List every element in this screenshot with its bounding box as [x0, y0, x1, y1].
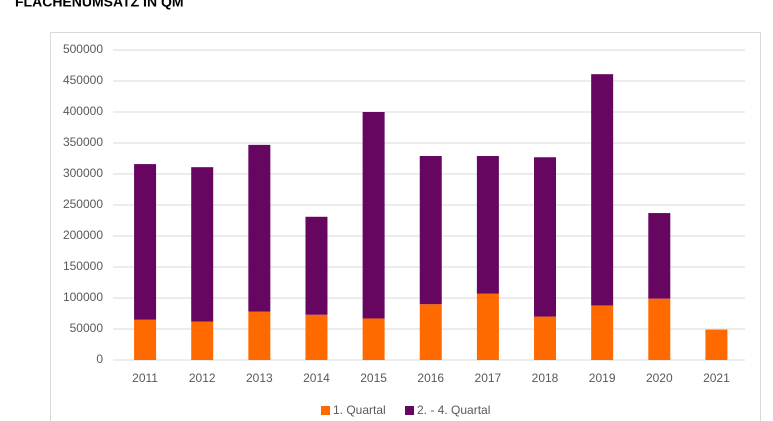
bar-segment [705, 329, 728, 360]
x-tick-label: 2015 [360, 371, 387, 385]
x-tick-label: 2014 [303, 371, 330, 385]
legend-label: 2. - 4. Quartal [417, 403, 490, 417]
x-tick-label: 2019 [589, 371, 616, 385]
bar-segment [248, 144, 271, 312]
x-tick-label: 2017 [475, 371, 502, 385]
bar-segment [248, 311, 271, 360]
legend-swatch [405, 406, 414, 415]
bar-segment [534, 316, 557, 360]
bar-segment [476, 293, 499, 360]
legend-swatch [321, 406, 330, 415]
x-tick-label: 2013 [246, 371, 273, 385]
bar-segment [305, 314, 328, 360]
bar-segment [134, 319, 157, 360]
y-tick-label: 200000 [63, 228, 103, 242]
bar-segment [191, 167, 214, 322]
legend-label: 1. Quartal [333, 403, 386, 417]
x-tick-label: 2016 [417, 371, 444, 385]
x-tick-label: 2011 [132, 371, 158, 385]
y-tick-label: 350000 [63, 135, 103, 149]
bar-segment [648, 213, 671, 299]
y-tick-label: 500000 [63, 42, 103, 56]
bar-segment [191, 321, 214, 360]
y-tick-label: 450000 [63, 73, 103, 87]
y-tick-label: 50000 [70, 321, 104, 335]
y-tick-label: 100000 [63, 290, 103, 304]
bar-segment [591, 74, 614, 306]
x-tick-label: 2012 [189, 371, 216, 385]
x-tick-label: 2018 [532, 371, 559, 385]
bar-segment [534, 157, 557, 317]
y-tick-label: 150000 [63, 259, 103, 273]
x-tick-label: 2021 [703, 371, 730, 385]
bar-segment [476, 156, 499, 294]
y-tick-label: 400000 [63, 104, 103, 118]
bar-segment [419, 156, 442, 305]
bar-segment [362, 318, 385, 360]
x-tick-label: 2020 [646, 371, 673, 385]
bar-segment [648, 298, 671, 360]
y-tick-label: 0 [96, 352, 103, 366]
bar-segment [362, 112, 385, 319]
bar-segment [591, 305, 614, 360]
chart-title: FLÄCHENUMSATZ IN QM [15, 0, 184, 10]
y-tick-label: 300000 [63, 166, 103, 180]
chart-frame [50, 32, 761, 421]
bar-segment [305, 216, 328, 315]
bar-segment [419, 304, 442, 360]
bar-segment [134, 164, 157, 320]
y-tick-label: 250000 [63, 197, 103, 211]
